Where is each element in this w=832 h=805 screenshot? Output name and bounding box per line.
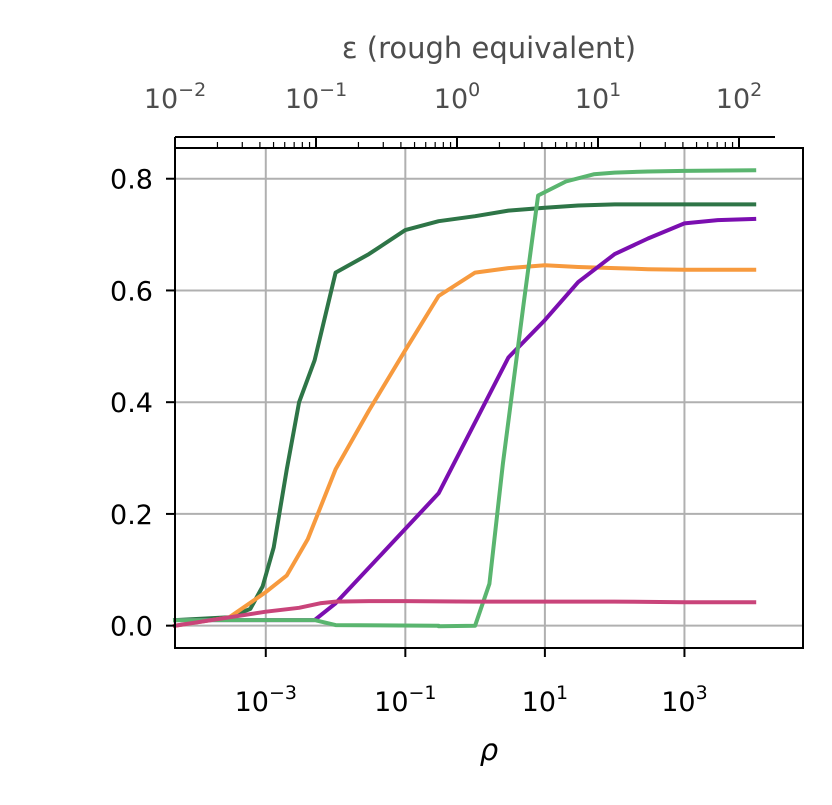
series-group xyxy=(172,168,757,629)
secondary-x-axis: 10−2 10−1 100 101 102 xyxy=(144,79,775,148)
plot-frame xyxy=(174,147,804,649)
series-line xyxy=(172,202,757,623)
y-tick-label: 0.2 xyxy=(110,500,153,531)
secondary-x-tick-label: 10−1 xyxy=(285,79,347,115)
x-tick-label: 10−1 xyxy=(374,682,436,718)
secondary-x-tick-label: 100 xyxy=(434,79,480,115)
x-tick-label: 101 xyxy=(522,682,568,718)
series-line xyxy=(172,263,757,628)
secondary-x-tick-label: 101 xyxy=(575,79,621,115)
series-line xyxy=(173,168,757,629)
series-line xyxy=(172,599,757,628)
y-tick-label: 0.4 xyxy=(110,388,153,419)
secondary-x-axis-label: ε (rough equivalent) xyxy=(342,31,636,65)
y-tick-label: 0.6 xyxy=(110,276,153,307)
secondary-x-tick-label: 102 xyxy=(716,79,762,115)
x-tick-label: 10−3 xyxy=(235,682,297,718)
y-tick-label: 0.8 xyxy=(110,165,153,196)
x-axis-label: ρ xyxy=(480,733,499,767)
y-tick-label: 0.0 xyxy=(110,612,153,643)
series-line xyxy=(173,216,757,623)
x-axis: 10−3 10−1 101 103 xyxy=(235,648,708,718)
secondary-x-tick-label: 10−2 xyxy=(144,79,206,115)
x-tick-label: 103 xyxy=(661,682,707,718)
y-axis: 0.0 0.2 0.4 0.6 0.8 xyxy=(110,165,175,643)
